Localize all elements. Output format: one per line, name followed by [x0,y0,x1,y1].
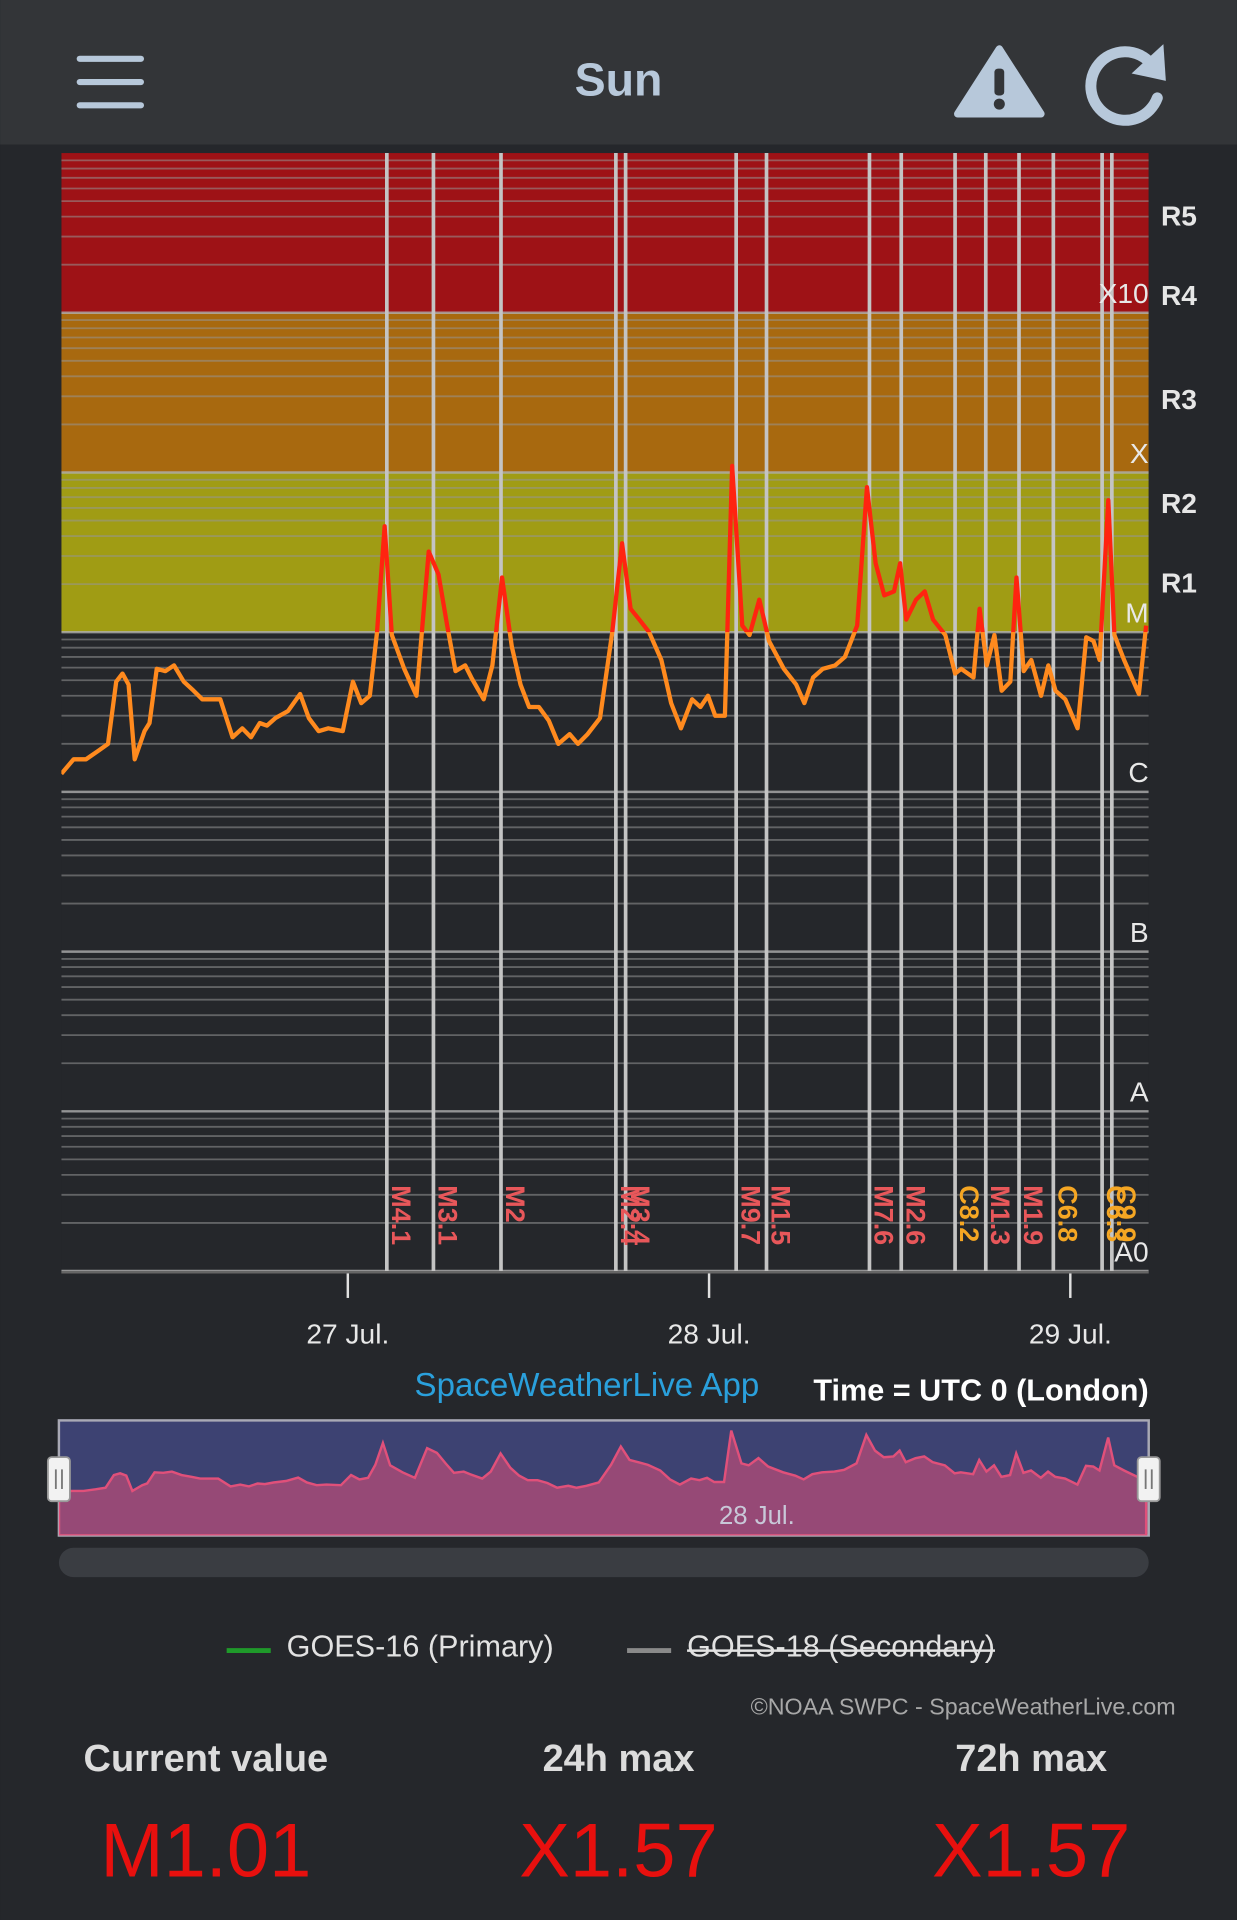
stat-value: X1.57 [519,1808,717,1893]
flare-label: M1.9 [1018,1185,1048,1245]
radio-scale-label: R5 [1161,200,1197,231]
stat-label: 72h max [955,1738,1107,1780]
y-tick-label: A [1130,1077,1149,1108]
flare-label: M1.3 [985,1185,1015,1245]
y-tick-label: X [1130,438,1149,469]
class-band [61,153,1149,313]
class-band [61,312,1149,473]
refresh-button[interactable] [1085,44,1166,126]
y-tick-label: M [1125,597,1148,628]
navigator-area [58,1430,1148,1536]
flare-label: M9.7 [735,1185,765,1245]
y-tick-label: X10 [1099,278,1149,309]
scrollbar[interactable] [58,1547,1149,1578]
flux-chart: M4.1 M3.1 M2 M2.4M3.4 M9.7 M1.5 M7.6 M2.6 C8.2 M1… [46,153,1197,1719]
navigator-label: 28 Jul. [719,1502,795,1530]
flare-label: M2.4 [615,1185,645,1245]
flare-label: M4.1 [386,1185,416,1245]
menu-button[interactable] [76,55,145,109]
y-tick-label: B [1130,917,1149,948]
y-tick-label: A0 [1114,1236,1148,1267]
credit-link[interactable]: SpaceWeatherLive App [415,1367,760,1404]
flare-label: M1.5 [766,1185,796,1245]
handle-body [46,1456,71,1503]
flare-label: C9.9 [1111,1185,1141,1242]
flare-label: M3.1 [433,1185,463,1245]
stat-value: M1.01 [100,1808,311,1893]
flare-label: M7.6 [869,1185,899,1245]
top-bar [0,0,1237,145]
navigator-handle[interactable] [46,1456,71,1503]
stat-label: 24h max [543,1738,695,1780]
stat-value: X1.57 [932,1808,1130,1893]
flare-label: M2.6 [900,1185,930,1245]
radio-scale-label: R1 [1161,568,1197,599]
navigator-handle[interactable] [1136,1456,1161,1503]
radio-scale-label: R3 [1161,384,1197,415]
stat-label: Current value [84,1738,329,1780]
x-tick-label: 29 Jul. [1029,1318,1112,1349]
alert-button[interactable] [954,45,1045,118]
x-tick-label: 27 Jul. [306,1318,389,1349]
navigator-series [58,1430,1148,1536]
legend-item[interactable]: GOES-16 (Primary) [226,1629,554,1663]
flare-label: C6.8 [1052,1185,1082,1242]
flare-label: M2 [500,1185,530,1222]
legend-label: GOES-16 (Primary) [287,1629,554,1663]
handle-body [1136,1456,1161,1503]
plot-area [61,153,1149,1272]
flare-label: M3.4 [625,1185,655,1245]
x-tick-label: 28 Jul. [668,1318,751,1349]
flare-label: C6.3 [1101,1185,1131,1242]
flux-line [61,463,1149,776]
radio-scale-label: R2 [1161,488,1197,519]
class-band [61,472,1149,633]
flare-label: C8.2 [954,1185,984,1242]
source-credit: ©NOAA SWPC - SpaceWeatherLive.com [751,1693,1176,1719]
legend-label: GOES-18 (Secondary) [687,1629,995,1663]
y-tick-label: C [1128,757,1148,788]
time-note: Time = UTC 0 (London) [813,1373,1148,1407]
radio-scale-label: R4 [1161,280,1197,311]
screen-title: Sun [575,54,663,106]
legend-item[interactable]: GOES-18 (Secondary) [627,1629,995,1663]
